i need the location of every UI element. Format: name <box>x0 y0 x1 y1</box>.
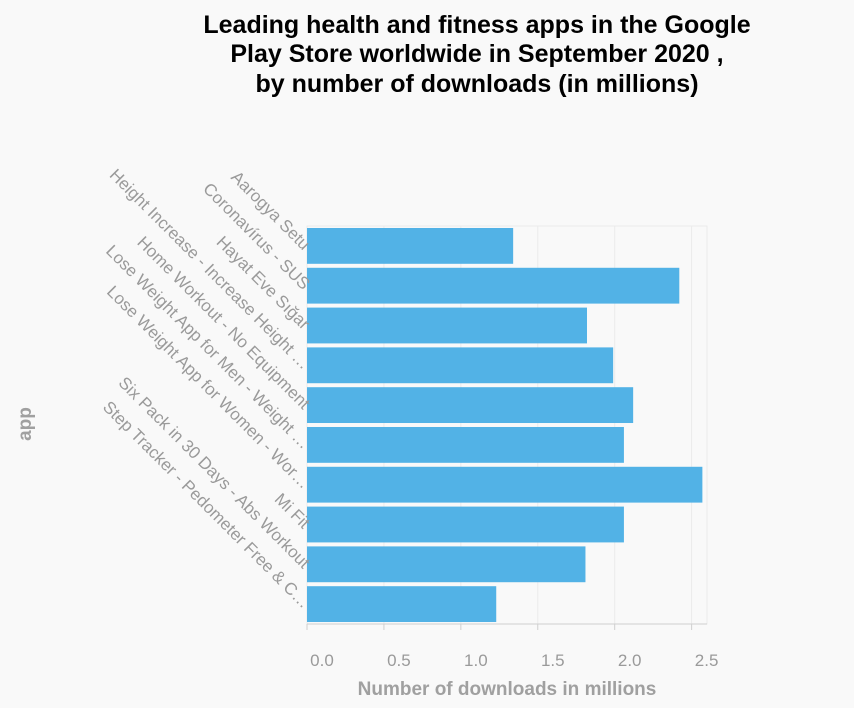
bar <box>307 307 587 344</box>
x-tick-labels: 0.0 0.5 1.0 1.5 2.0 2.5 <box>310 651 718 670</box>
x-tick-label: 2.0 <box>618 651 642 670</box>
x-axis-title: Number of downloads in millions <box>358 679 657 700</box>
bar <box>307 466 703 503</box>
x-tick-label: 1.0 <box>464 651 488 670</box>
title-line-3: by number of downloads (in millions) <box>255 70 698 98</box>
bar <box>307 546 586 583</box>
axes <box>306 623 707 630</box>
title-line-1: Leading health and fitness apps in the G… <box>203 11 750 39</box>
bar <box>307 267 680 304</box>
x-tick-label: 0.5 <box>387 651 411 670</box>
bar <box>307 586 497 623</box>
bars <box>307 227 703 623</box>
bar <box>307 227 514 264</box>
title-line-2: Play Store worldwide in September 2020 , <box>230 40 723 68</box>
x-tick-label: 0.0 <box>310 651 334 670</box>
bar <box>307 347 614 384</box>
x-tick-label: 1.5 <box>541 651 565 670</box>
bar <box>307 387 634 424</box>
x-tick-label: 2.5 <box>695 651 719 670</box>
chart-title: Leading health and fitness apps in the G… <box>203 11 750 98</box>
y-axis-title: app <box>15 407 36 441</box>
bar <box>307 426 624 463</box>
bar <box>307 506 624 543</box>
